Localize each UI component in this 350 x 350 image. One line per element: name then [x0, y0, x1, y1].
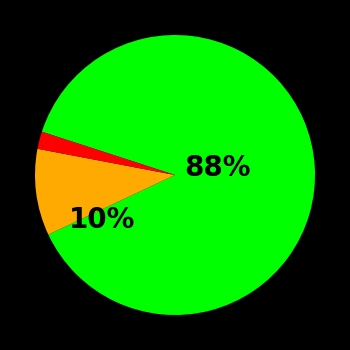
Wedge shape	[37, 132, 175, 175]
Text: 10%: 10%	[69, 206, 135, 234]
Wedge shape	[35, 149, 175, 234]
Wedge shape	[42, 35, 315, 315]
Text: 88%: 88%	[184, 154, 250, 182]
